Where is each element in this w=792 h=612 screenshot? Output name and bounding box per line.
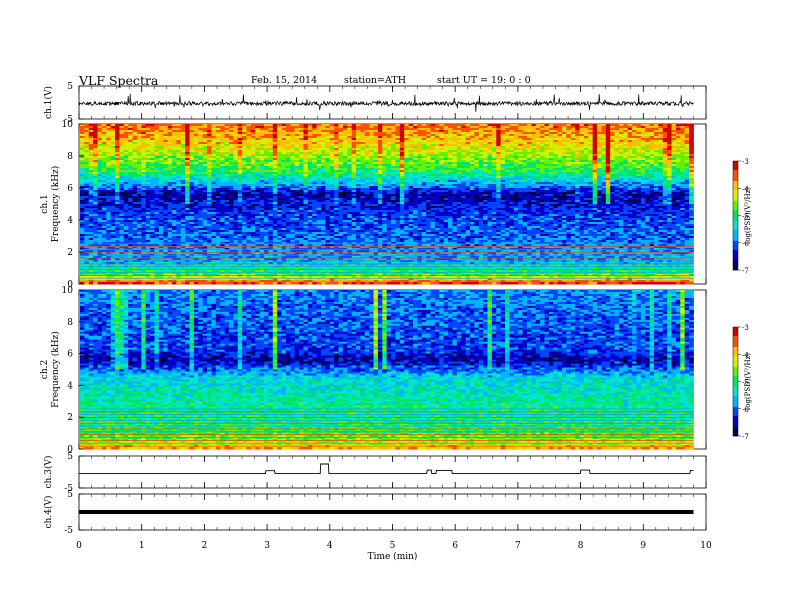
spectrogram-cell: [106, 282, 111, 284]
spectrogram-cell: [290, 282, 295, 284]
spectrogram-cell: [273, 282, 278, 284]
spectrogram-cell: [124, 282, 129, 284]
spectrogram-cell: [102, 282, 107, 284]
spectrogram-cell: [98, 282, 103, 284]
spectrogram-cell: [242, 282, 247, 284]
spectrogram-cell: [190, 282, 195, 284]
spectrogram-cell: [255, 282, 260, 284]
spectrogram-cell: [264, 282, 269, 284]
ch1-waveform-line: [79, 94, 694, 112]
spectrogram-cell: [111, 282, 116, 284]
spectrogram-cell: [176, 282, 181, 284]
spectrogram-cell: [168, 282, 173, 284]
spectrogram-cell: [150, 282, 155, 284]
spectrogram-cell: [220, 282, 225, 284]
spectrogram-cell: [260, 282, 265, 284]
spectrogram-cell: [277, 282, 282, 284]
spectrogram-cell: [286, 282, 291, 284]
spectrogram-cell: [119, 282, 124, 284]
spectrogram-cell: [233, 282, 238, 284]
spectrogram-cell: [303, 282, 308, 284]
spectrogram-cell: [308, 282, 313, 284]
spectrogram-cell: [203, 282, 208, 284]
spectrogram-cell: [154, 282, 159, 284]
ch1-waveform: [79, 94, 694, 112]
spectrogram-cell: [247, 282, 252, 284]
y-tick-label: 5: [67, 82, 73, 92]
spectrogram-cell: [229, 282, 234, 284]
spectrogram-cell: [251, 282, 256, 284]
spectrogram-cell: [194, 282, 199, 284]
spectrogram-cell: [216, 282, 221, 284]
spectrogram-cell: [198, 282, 203, 284]
spectrogram-cell: [312, 282, 317, 284]
vlf-chart: 5-5ch.1(V)0246810ch.1 Frequency (kHz)-3-4…: [0, 0, 792, 612]
spectrogram-cell: [84, 282, 89, 284]
spectrogram-cell: [146, 282, 151, 284]
spectrogram-cell: [299, 282, 304, 284]
spectrogram-cell: [133, 282, 138, 284]
spectrogram-cell: [163, 282, 168, 284]
spectrogram-cell: [225, 282, 230, 284]
spectrogram-cell: [207, 282, 212, 284]
ch1-waveform-ylabel: ch.1(V): [43, 86, 54, 119]
spectrogram-cell: [268, 282, 273, 284]
spectrogram-cell: [295, 282, 300, 284]
spectrogram-cell: [238, 282, 243, 284]
spectrogram-cell: [93, 282, 98, 284]
spectrogram-cell: [141, 282, 146, 284]
spectrogram-cell: [282, 282, 287, 284]
ch1-spectrogram: [80, 124, 694, 284]
spectrogram-cell: [128, 282, 133, 284]
spectrogram-cell: [181, 282, 186, 284]
spectrogram-cell: [137, 282, 142, 284]
spectrogram-cell: [89, 282, 94, 284]
spectrogram-cell: [159, 282, 164, 284]
spectrogram-cell: [115, 282, 120, 284]
spectrogram-cell: [185, 282, 190, 284]
spectrogram-cell: [211, 282, 216, 284]
spectrogram-cell: [172, 282, 177, 284]
